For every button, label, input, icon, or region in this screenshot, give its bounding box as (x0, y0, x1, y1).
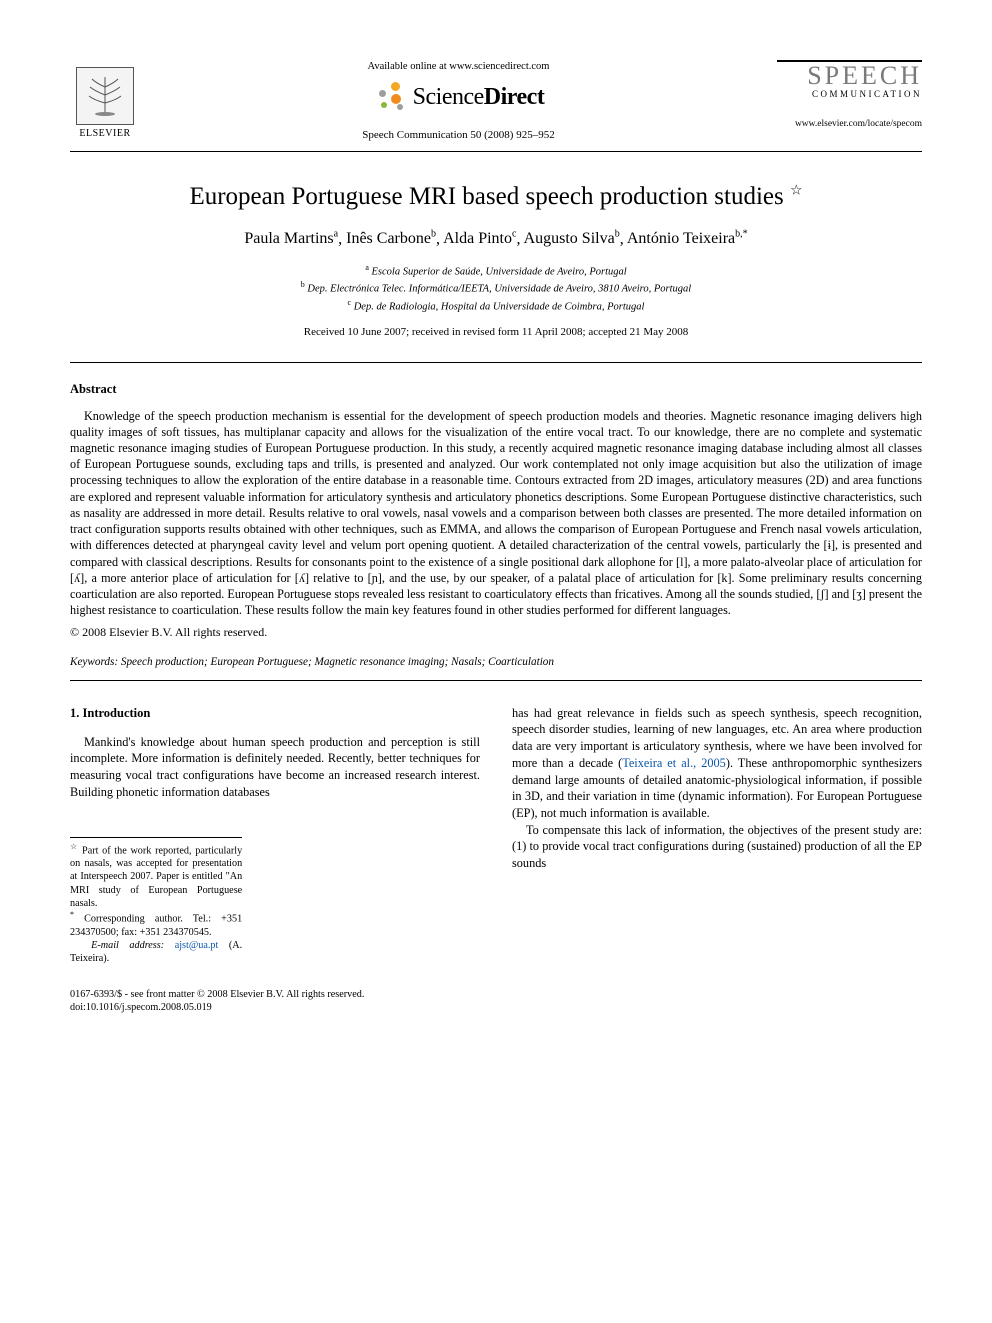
affiliation-a: a Escola Superior de Saúde, Universidade… (70, 262, 922, 280)
authors-line: Paula Martinsa, Inês Carboneb, Alda Pint… (70, 228, 922, 250)
abstract-body: Knowledge of the speech production mecha… (70, 408, 922, 619)
intro-paragraph-1-cont: has had great relevance in fields such a… (512, 705, 922, 822)
page-footer: 0167-6393/$ - see front matter © 2008 El… (70, 988, 922, 1016)
author: Augusto Silvab (524, 230, 620, 247)
author: Alda Pintoc (443, 230, 516, 247)
elsevier-tree-icon (76, 67, 134, 125)
keywords-list: Speech production; European Portuguese; … (121, 656, 554, 668)
sciencedirect-logo: ScienceDirect (373, 80, 545, 114)
elsevier-label: ELSEVIER (79, 127, 130, 141)
footnote-corresponding: * Corresponding author. Tel.: +351 23437… (70, 910, 242, 939)
sciencedirect-wordmark: ScienceDirect (413, 81, 545, 113)
citation-teixeira-2005[interactable]: Teixeira et al., 2005 (622, 756, 726, 770)
footnote-star: ☆ Part of the work reported, particularl… (70, 842, 242, 911)
journal-logo-sub: COMMUNICATION (777, 88, 922, 100)
abstract-top-rule (70, 362, 922, 363)
affiliations: a Escola Superior de Saúde, Universidade… (70, 262, 922, 315)
affiliation-b: b Dep. Electrónica Telec. Informática/IE… (70, 279, 922, 297)
available-online-text: Available online at www.sciencedirect.co… (160, 60, 757, 74)
author: António Teixeirab,* (627, 230, 748, 247)
body-columns: 1. Introduction Mankind's knowledge abou… (70, 705, 922, 966)
footer-doi: doi:10.1016/j.specom.2008.05.019 (70, 1001, 922, 1015)
elsevier-logo: ELSEVIER (70, 60, 140, 140)
footnote-email: E-mail address: ajst@ua.pt (A. Teixeira)… (70, 939, 242, 966)
intro-paragraph-2: To compensate this lack of information, … (512, 822, 922, 872)
header-center: Available online at www.sciencedirect.co… (140, 60, 777, 143)
intro-paragraph-1: Mankind's knowledge about human speech p… (70, 734, 480, 801)
abstract-heading: Abstract (70, 381, 922, 398)
header-rule (70, 151, 922, 152)
article-title: European Portuguese MRI based speech pro… (70, 180, 922, 214)
section-1-heading: 1. Introduction (70, 705, 480, 722)
keywords: Keywords: Speech production; European Po… (70, 655, 922, 670)
right-column: has had great relevance in fields such a… (512, 705, 922, 966)
affiliation-c: c Dep. de Radiologia, Hospital da Univer… (70, 297, 922, 315)
keywords-label: Keywords: (70, 656, 118, 668)
left-column: 1. Introduction Mankind's knowledge abou… (70, 705, 480, 966)
article-dates: Received 10 June 2007; received in revis… (70, 325, 922, 340)
journal-logo-main: SPEECH (777, 64, 922, 89)
sciencedirect-dots-icon (373, 80, 407, 114)
author: Paula Martinsa (244, 230, 338, 247)
footer-front-matter: 0167-6393/$ - see front matter © 2008 El… (70, 988, 922, 1002)
journal-url: www.elsevier.com/locate/specom (777, 118, 922, 131)
page-header: ELSEVIER Available online at www.science… (70, 60, 922, 143)
email-link[interactable]: ajst@ua.pt (175, 940, 219, 951)
abstract-copyright: © 2008 Elsevier B.V. All rights reserved… (70, 624, 922, 640)
journal-reference: Speech Communication 50 (2008) 925–952 (160, 128, 757, 143)
title-footnote-marker: ☆ (790, 184, 803, 199)
author: Inês Carboneb (346, 230, 436, 247)
footnotes: ☆ Part of the work reported, particularl… (70, 837, 242, 966)
journal-logo: SPEECH COMMUNICATION www.elsevier.com/lo… (777, 60, 922, 131)
abstract-bottom-rule (70, 680, 922, 681)
